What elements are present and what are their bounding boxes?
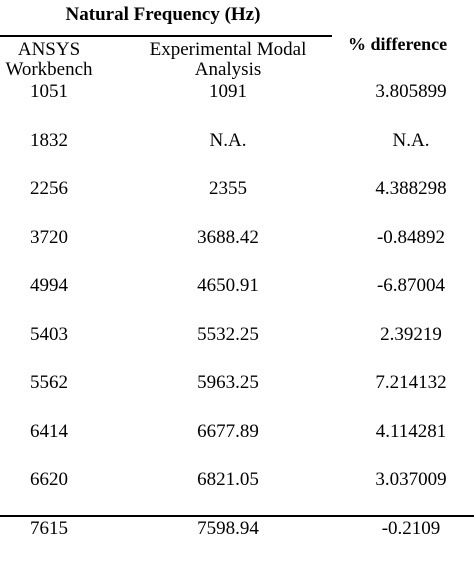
experimental-cell: N.A. (130, 130, 326, 152)
difference-cell: N.A. (348, 130, 474, 152)
difference-cell: 4.388298 (348, 178, 474, 200)
table-row: 6414 6677.89 4.114281 (0, 419, 474, 468)
difference-cell: 2.39219 (348, 324, 474, 346)
table-row: 1051 1091 3.805899 (0, 79, 474, 128)
experimental-cell: 7598.94 (130, 518, 326, 540)
bottom-divider (0, 515, 474, 517)
table-row: 4994 4650.91 -6.87004 (0, 273, 474, 322)
difference-cell: -0.84892 (348, 227, 474, 249)
table-row: 6620 6821.05 3.037009 (0, 467, 474, 516)
difference-cell: 3.805899 (348, 81, 474, 103)
table-row: 5562 5963.25 7.214132 (0, 370, 474, 419)
difference-cell: 7.214132 (348, 372, 474, 394)
ansys-cell: 6414 (0, 421, 98, 443)
experimental-cell: 5963.25 (130, 372, 326, 394)
natural-frequency-header: Natural Frequency (Hz) (0, 4, 326, 26)
experimental-cell: 5532.25 (130, 324, 326, 346)
ansys-cell: 3720 (0, 227, 98, 249)
ansys-cell: 6620 (0, 469, 98, 491)
ansys-cell: 5562 (0, 372, 98, 394)
difference-cell: 4.114281 (348, 421, 474, 443)
experimental-cell: 6821.05 (130, 469, 326, 491)
ansys-cell: 7615 (0, 518, 98, 540)
experimental-cell: 3688.42 (130, 227, 326, 249)
header-divider (0, 35, 332, 37)
experimental-column-header: Experimental Modal Analysis (130, 40, 326, 80)
table-row: 2256 2355 4.388298 (0, 176, 474, 225)
difference-column-header: % difference (348, 34, 474, 54)
experimental-cell: 2355 (130, 178, 326, 200)
ansys-cell: 5403 (0, 324, 98, 346)
difference-cell: -6.87004 (348, 275, 474, 297)
ansys-column-header: ANSYS Workbench (0, 40, 98, 80)
table-row: 3720 3688.42 -0.84892 (0, 225, 474, 274)
ansys-cell: 2256 (0, 178, 98, 200)
table-body: 1051 1091 3.805899 1832 N.A. N.A. 2256 2… (0, 79, 474, 564)
difference-cell: 3.037009 (348, 469, 474, 491)
ansys-cell: 4994 (0, 275, 98, 297)
experimental-cell: 4650.91 (130, 275, 326, 297)
table-row: 5403 5532.25 2.39219 (0, 322, 474, 371)
experimental-cell: 1091 (130, 81, 326, 103)
difference-cell: -0.2109 (348, 518, 474, 540)
experimental-cell: 6677.89 (130, 421, 326, 443)
ansys-cell: 1832 (0, 130, 98, 152)
ansys-cell: 1051 (0, 81, 98, 103)
table-row: 7615 7598.94 -0.2109 (0, 516, 474, 564)
table-row: 1832 N.A. N.A. (0, 128, 474, 177)
